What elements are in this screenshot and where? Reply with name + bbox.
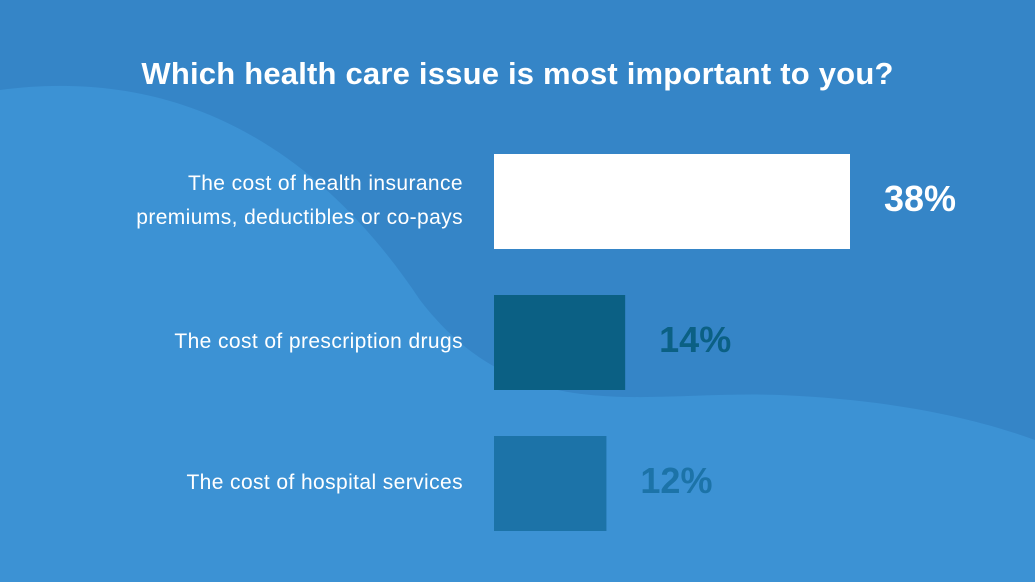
value-label-2: 12% — [640, 460, 712, 501]
category-label-0: The cost of health insurance premiums, de… — [136, 172, 463, 229]
chart-title: Which health care issue is most importan… — [141, 56, 894, 91]
value-label-0: 38% — [884, 178, 956, 219]
category-label-1: The cost of prescription drugs — [174, 330, 463, 353]
bar-2 — [494, 436, 607, 531]
category-label-2: The cost of hospital services — [186, 471, 463, 494]
bar-1 — [494, 295, 626, 390]
value-label-1: 14% — [659, 319, 731, 360]
category-label-1-line-0: The cost of prescription drugs — [174, 330, 463, 353]
category-label-0-line-1: premiums, deductibles or co-pays — [136, 206, 463, 229]
category-label-2-line-0: The cost of hospital services — [186, 471, 463, 494]
category-label-0-line-0: The cost of health insurance — [188, 172, 463, 195]
bar-0 — [494, 154, 850, 249]
